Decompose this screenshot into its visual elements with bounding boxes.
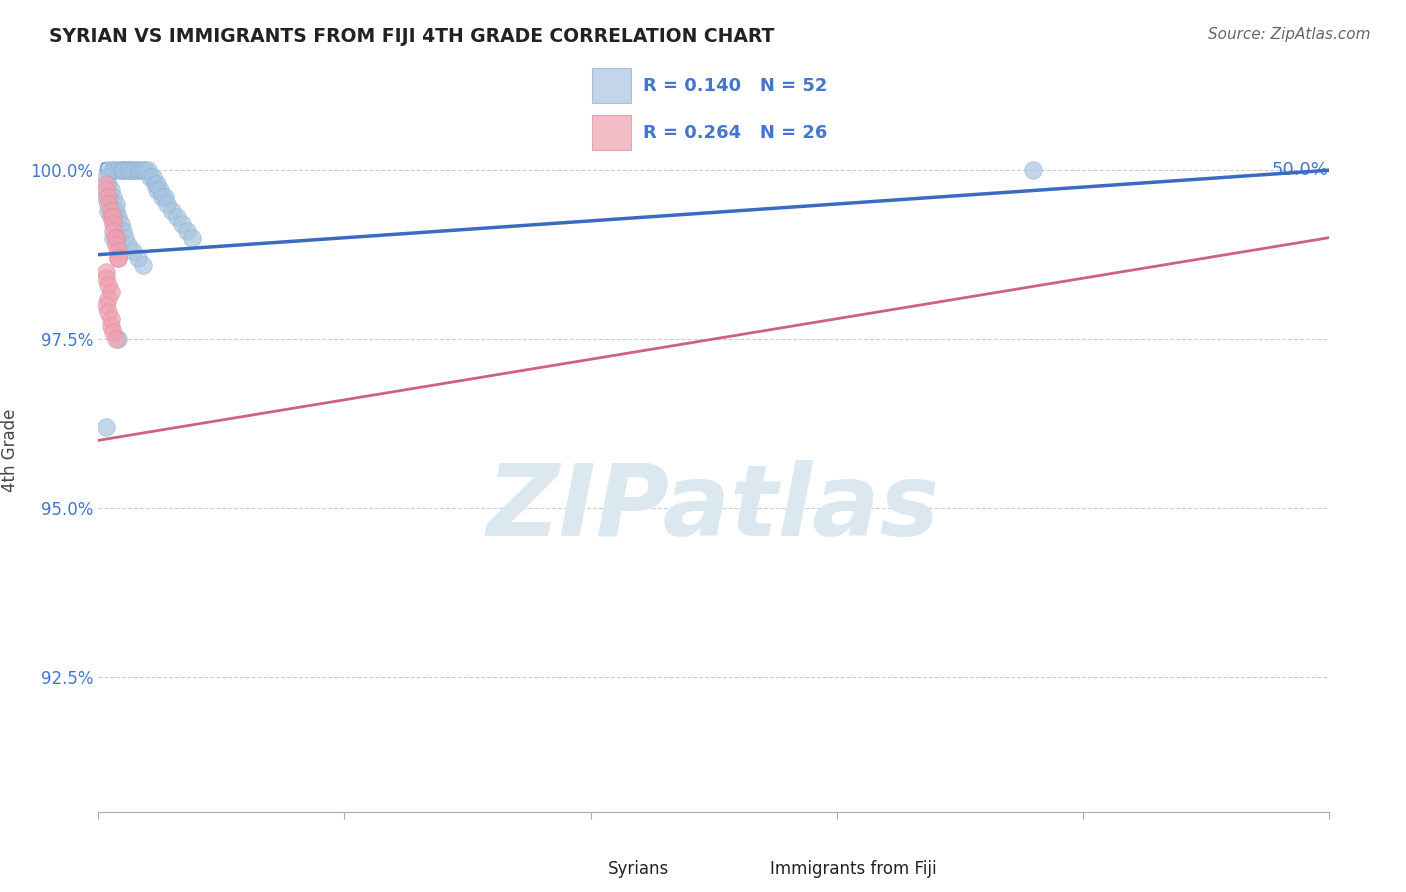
Point	[132, 163, 155, 178]
Point	[107, 251, 129, 265]
Point	[103, 217, 125, 231]
Point	[103, 163, 125, 178]
Point	[94, 420, 117, 434]
Point	[110, 163, 132, 178]
Point	[127, 251, 149, 265]
Point	[100, 211, 122, 225]
Point	[132, 258, 155, 272]
Point	[97, 177, 120, 191]
Text: R = 0.140   N = 52: R = 0.140 N = 52	[643, 77, 827, 95]
Point	[97, 305, 120, 319]
Point	[97, 197, 120, 211]
Point	[94, 271, 117, 285]
Point	[156, 197, 179, 211]
Point	[103, 224, 125, 238]
Text: Immigrants from Fiji: Immigrants from Fiji	[770, 860, 938, 878]
Point	[103, 211, 125, 225]
Point	[94, 190, 117, 204]
Point	[97, 292, 120, 306]
Text: SYRIAN VS IMMIGRANTS FROM FIJI 4TH GRADE CORRELATION CHART: SYRIAN VS IMMIGRANTS FROM FIJI 4TH GRADE…	[49, 27, 775, 45]
Text: 50.0%: 50.0%	[1272, 161, 1329, 178]
Point	[117, 237, 139, 252]
Point	[107, 163, 129, 178]
Point	[97, 278, 120, 293]
Point	[100, 285, 122, 299]
Point	[104, 231, 127, 245]
Point	[94, 184, 117, 198]
Point	[112, 163, 135, 178]
Text: Syrians: Syrians	[607, 860, 669, 878]
Text: R = 0.264   N = 26: R = 0.264 N = 26	[643, 124, 827, 142]
Point	[146, 184, 169, 198]
Point	[146, 177, 169, 191]
Point	[94, 177, 117, 191]
Point	[107, 244, 129, 259]
Point	[136, 163, 159, 178]
Point	[120, 163, 142, 178]
Point	[94, 264, 117, 278]
Point	[127, 163, 149, 178]
Point	[107, 211, 129, 225]
Point	[103, 231, 125, 245]
Text: 0.0%: 0.0%	[98, 161, 143, 178]
Point	[104, 332, 127, 346]
Point	[110, 217, 132, 231]
Point	[176, 224, 198, 238]
FancyBboxPatch shape	[592, 69, 631, 103]
Point	[103, 163, 125, 178]
Point	[100, 311, 122, 326]
Point	[120, 163, 142, 178]
Point	[103, 326, 125, 340]
Point	[143, 177, 166, 191]
Point	[100, 184, 122, 198]
Point	[94, 298, 117, 312]
Point	[139, 169, 162, 184]
Point	[114, 231, 136, 245]
Point	[104, 231, 127, 245]
FancyBboxPatch shape	[592, 115, 631, 150]
Point	[117, 163, 139, 178]
Point	[180, 231, 204, 245]
Point	[149, 184, 172, 198]
Point	[100, 318, 122, 333]
Point	[162, 203, 183, 218]
Point	[166, 211, 188, 225]
Point	[134, 163, 156, 178]
Point	[97, 203, 120, 218]
Text: Source: ZipAtlas.com: Source: ZipAtlas.com	[1208, 27, 1371, 42]
Point	[104, 197, 127, 211]
Point	[141, 169, 165, 184]
Point	[94, 169, 117, 184]
Point	[1022, 163, 1045, 178]
Point	[104, 237, 127, 252]
Point	[153, 190, 176, 204]
Point	[97, 190, 120, 204]
Point	[122, 163, 145, 178]
Point	[124, 163, 146, 178]
Point	[129, 163, 152, 178]
Point	[100, 203, 122, 218]
Point	[172, 217, 194, 231]
Text: ZIPatlas: ZIPatlas	[486, 459, 941, 557]
Point	[107, 251, 129, 265]
Point	[114, 163, 136, 178]
Point	[104, 203, 127, 218]
Point	[103, 190, 125, 204]
Y-axis label: 4th Grade: 4th Grade	[1, 409, 20, 492]
Point	[112, 163, 135, 178]
Point	[97, 163, 120, 178]
Point	[112, 224, 135, 238]
Point	[152, 190, 174, 204]
Point	[122, 244, 145, 259]
Point	[107, 332, 129, 346]
